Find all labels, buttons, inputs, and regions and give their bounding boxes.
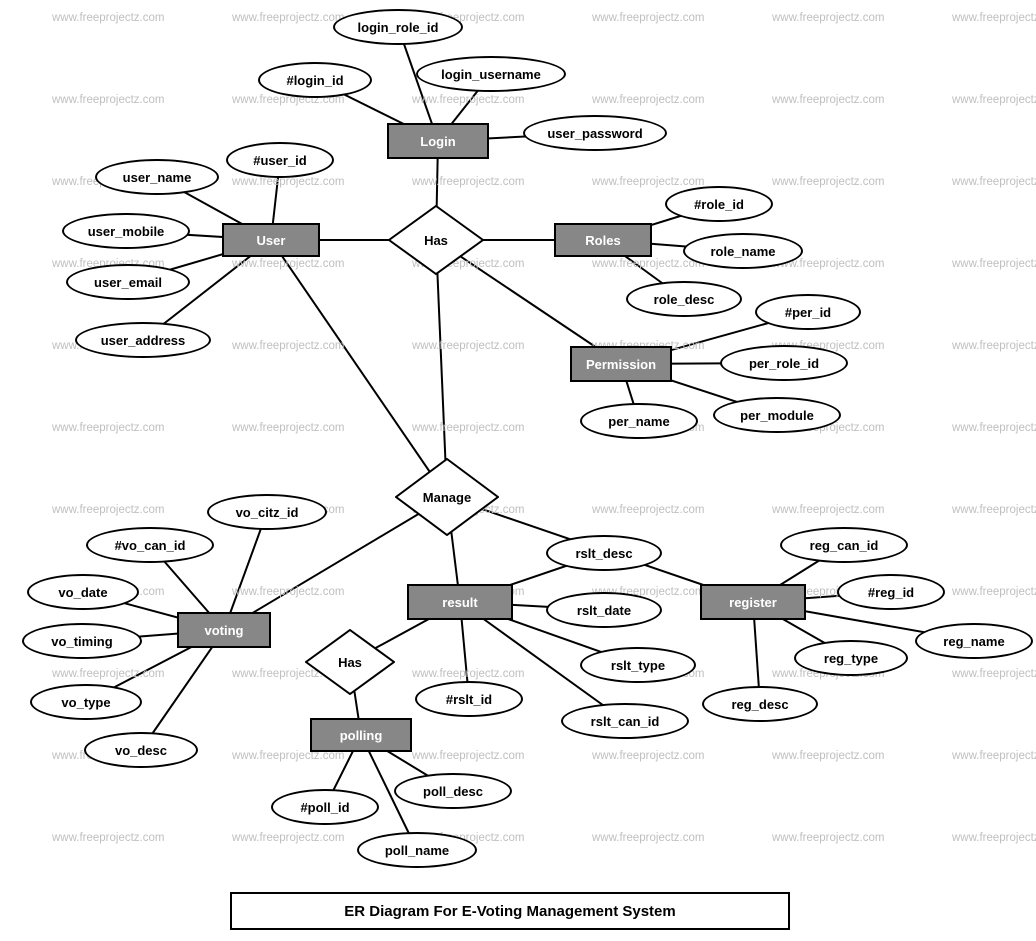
attribute-reg_id: #reg_id (837, 574, 945, 610)
entity-label: register (729, 595, 777, 610)
attribute-label: #reg_id (868, 585, 914, 600)
attribute-user_address: user_address (75, 322, 211, 358)
attribute-label: rslt_can_id (591, 714, 660, 729)
attribute-role_name: role_name (683, 233, 803, 269)
relationship-has1: Has (388, 205, 484, 275)
attribute-rslt_can_id: rslt_can_id (561, 703, 689, 739)
attribute-label: login_role_id (358, 20, 439, 35)
attribute-user_name: user_name (95, 159, 219, 195)
attribute-label: login_username (441, 67, 541, 82)
entity-voting: voting (177, 612, 271, 648)
attribute-label: reg_can_id (810, 538, 879, 553)
attribute-rslt_type: rslt_type (580, 647, 696, 683)
attribute-label: user_name (123, 170, 192, 185)
attribute-label: poll_name (385, 843, 449, 858)
entity-register: register (700, 584, 806, 620)
entity-polling: polling (310, 718, 412, 752)
attribute-label: #poll_id (300, 800, 349, 815)
attribute-per_module: per_module (713, 397, 841, 433)
attribute-label: vo_citz_id (236, 505, 299, 520)
attribute-per_name: per_name (580, 403, 698, 439)
attribute-label: user_address (101, 333, 186, 348)
diagram-title: ER Diagram For E-Voting Management Syste… (230, 892, 790, 930)
entity-label: Login (420, 134, 455, 149)
attribute-user_id: #user_id (226, 142, 334, 178)
attribute-reg_name: reg_name (915, 623, 1033, 659)
attribute-label: reg_desc (731, 697, 788, 712)
diagram-stage: { "watermark": { "text": "www.freeprojec… (0, 0, 1036, 941)
attribute-label: #per_id (785, 305, 831, 320)
attribute-label: vo_desc (115, 743, 167, 758)
attribute-label: user_email (94, 275, 162, 290)
attribute-vo_desc: vo_desc (84, 732, 198, 768)
attribute-label: role_desc (654, 292, 715, 307)
attribute-rslt_date: rslt_date (546, 592, 662, 628)
attribute-label: rslt_date (577, 603, 631, 618)
entity-roles: Roles (554, 223, 652, 257)
attribute-label: reg_name (943, 634, 1004, 649)
edge-layer (0, 0, 1036, 941)
attribute-reg_can_id: reg_can_id (780, 527, 908, 563)
attribute-label: #role_id (694, 197, 744, 212)
attribute-user_mobile: user_mobile (62, 213, 190, 249)
entity-login: Login (387, 123, 489, 159)
relationship-manage: Manage (395, 458, 499, 536)
relationship-label: Has (424, 233, 448, 248)
attribute-label: #login_id (286, 73, 343, 88)
relationship-has2: Has (305, 629, 395, 695)
relationship-label: Manage (423, 490, 471, 505)
entity-label: polling (340, 728, 383, 743)
attribute-label: reg_type (824, 651, 878, 666)
attribute-label: vo_type (61, 695, 110, 710)
attribute-rslt_desc: rslt_desc (546, 535, 662, 571)
attribute-vo_type: vo_type (30, 684, 142, 720)
attribute-login_id: #login_id (258, 62, 372, 98)
attribute-rslt_id: #rslt_id (415, 681, 523, 717)
attribute-reg_type: reg_type (794, 640, 908, 676)
attribute-label: rslt_type (611, 658, 665, 673)
entity-result: result (407, 584, 513, 620)
attribute-label: user_password (547, 126, 642, 141)
entity-label: voting (205, 623, 244, 638)
entity-user: User (222, 223, 320, 257)
entity-label: User (257, 233, 286, 248)
attribute-label: #rslt_id (446, 692, 492, 707)
entity-label: Permission (586, 357, 656, 372)
entity-label: result (442, 595, 477, 610)
attribute-per_role_id: per_role_id (720, 345, 848, 381)
attribute-label: role_name (710, 244, 775, 259)
entity-label: Roles (585, 233, 620, 248)
attribute-label: per_name (608, 414, 669, 429)
attribute-label: rslt_desc (575, 546, 632, 561)
attribute-role_id: #role_id (665, 186, 773, 222)
attribute-reg_desc: reg_desc (702, 686, 818, 722)
entity-permission: Permission (570, 346, 672, 382)
attribute-user_email: user_email (66, 264, 190, 300)
attribute-label: vo_timing (51, 634, 112, 649)
attribute-poll_name: poll_name (357, 832, 477, 868)
attribute-label: per_role_id (749, 356, 819, 371)
attribute-login_role_id: login_role_id (333, 9, 463, 45)
attribute-per_id: #per_id (755, 294, 861, 330)
attribute-user_password: user_password (523, 115, 667, 151)
attribute-label: per_module (740, 408, 814, 423)
attribute-label: #vo_can_id (115, 538, 186, 553)
attribute-label: user_mobile (88, 224, 165, 239)
attribute-role_desc: role_desc (626, 281, 742, 317)
attribute-label: #user_id (253, 153, 306, 168)
relationship-label: Has (338, 655, 362, 670)
attribute-vo_date: vo_date (27, 574, 139, 610)
diagram-title-text: ER Diagram For E-Voting Management Syste… (344, 903, 675, 920)
attribute-vo_citz_id: vo_citz_id (207, 494, 327, 530)
attribute-poll_id: #poll_id (271, 789, 379, 825)
attribute-vo_timing: vo_timing (22, 623, 142, 659)
attribute-login_username: login_username (416, 56, 566, 92)
attribute-vo_can_id: #vo_can_id (86, 527, 214, 563)
attribute-label: poll_desc (423, 784, 483, 799)
attribute-poll_desc: poll_desc (394, 773, 512, 809)
attribute-label: vo_date (58, 585, 107, 600)
